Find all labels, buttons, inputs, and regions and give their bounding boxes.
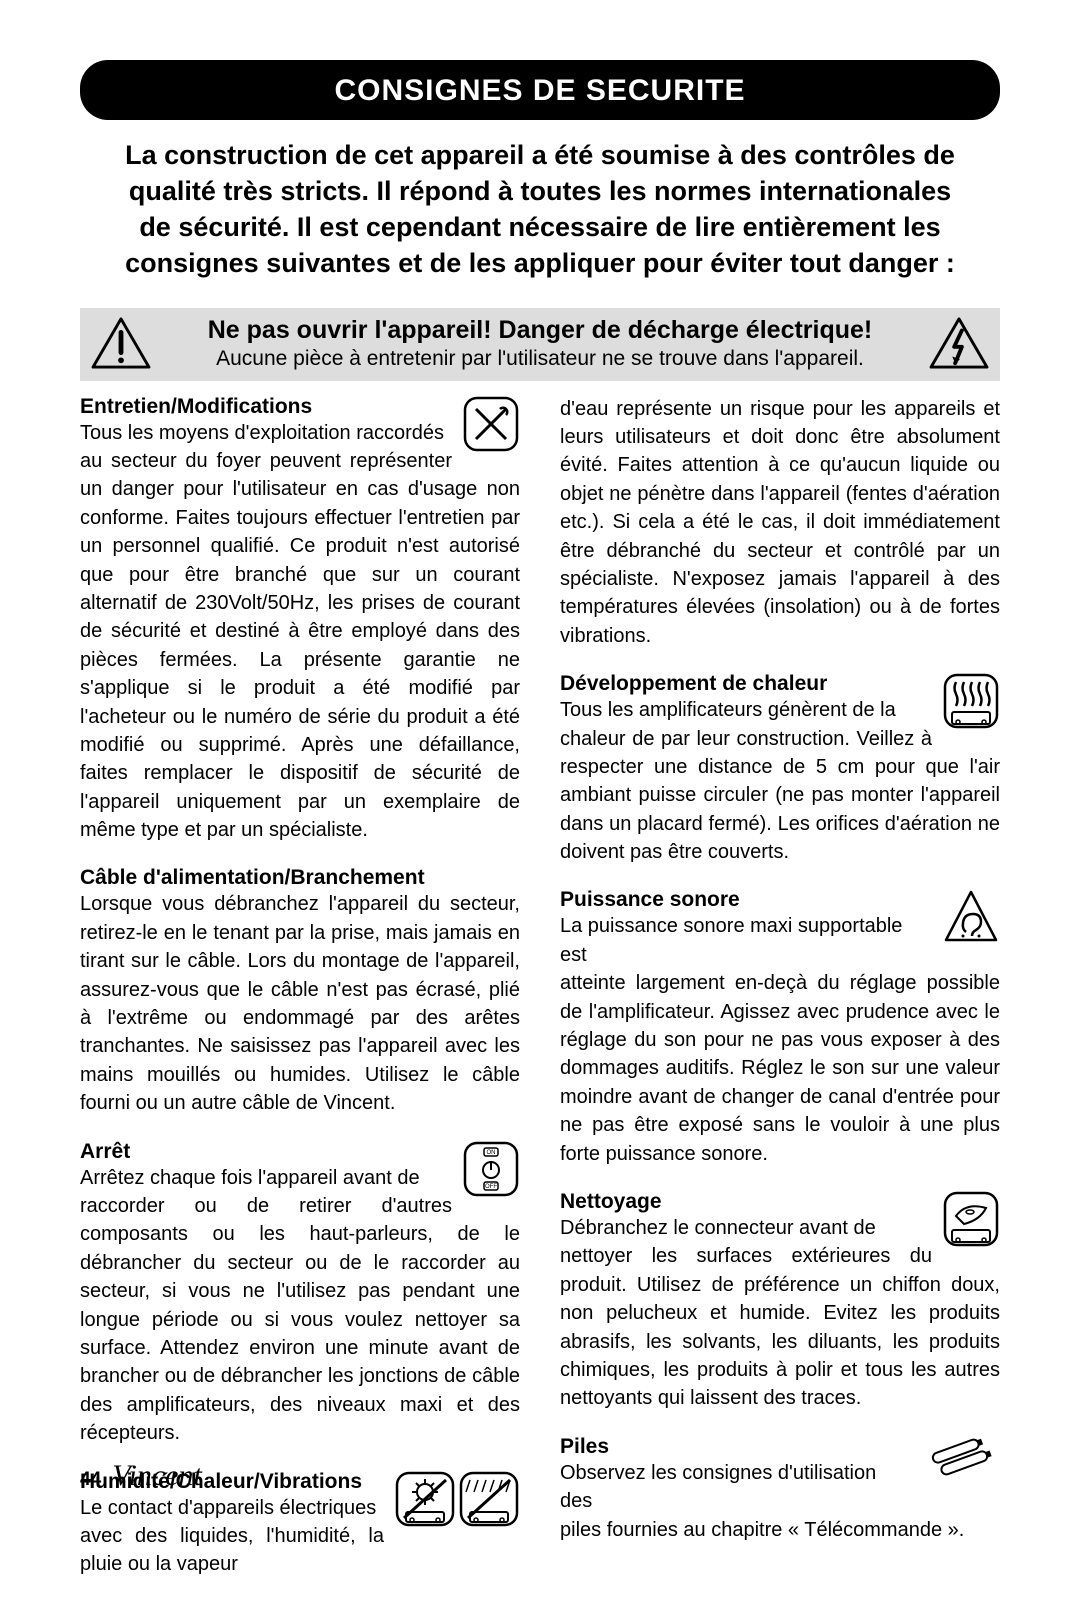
section-chaleur: Développement de chaleur Tous les amplif… [560,672,1000,866]
section-lead: Débranchez le connecteur avant de [560,1217,876,1239]
header-bar: CONSIGNES DE SECURITE [80,60,1000,120]
section-entretien: Entretien/Modifications Tous les moyens … [80,395,520,845]
cleaning-icon [942,1190,1000,1248]
heat-waves-icon [942,672,1000,730]
section-arret: ON OFF Arrêt Arrêtez chaque fois l'appare… [80,1140,520,1448]
section-piles: Piles Observez les consignes d'utilisati… [560,1435,1000,1544]
warning-text: Ne pas ouvrir l'appareil! Danger de déch… [152,316,928,371]
brand-logo: Vincent [112,1459,201,1492]
section-heading: Entretien/Modifications [80,395,312,418]
batteries-icon [920,1435,1000,1479]
section-continuation: d'eau représente un risque pour les appa… [560,395,1000,651]
section-body: au secteur du foyer peuvent représenter … [80,447,520,844]
section-heading: Arrêt [80,1140,130,1163]
section-heading: Câble d'alimentation/Branchement [80,866,425,889]
section-lead: Le contact d'appareils électriques [80,1497,376,1519]
no-sun-no-rain-icon [394,1470,520,1528]
ear-triangle-icon [942,888,1000,946]
svg-text:OFF: OFF [485,1184,497,1190]
section-body: atteinte largement en-deçà du réglage po… [560,969,1000,1168]
page: CONSIGNES DE SECURITE La construction de… [0,0,1080,1527]
warning-subtitle: Aucune pièce à entretenir par l'utilisat… [152,347,928,371]
section-lead: Observez les consignes d'utilisation des [560,1462,876,1512]
section-body: avec des liquides, l'humidité, la pluie … [80,1522,520,1579]
footer: 44 Vincent [80,1459,202,1493]
bolt-triangle-icon [928,316,990,370]
section-heading: Développement de chaleur [560,672,827,695]
section-heading: Nettoyage [560,1190,662,1213]
header-title: CONSIGNES DE SECURITE [334,74,745,107]
no-tools-icon [462,395,520,453]
warning-box: Ne pas ouvrir l'appareil! Danger de déch… [80,308,1000,381]
section-body: Lorsque vous débranchez l'appareil du se… [80,890,520,1117]
section-lead: Arrêtez chaque fois l'appareil avant de [80,1167,420,1189]
section-heading: Puissance sonore [560,888,740,911]
section-nettoyage: Nettoyage Débranchez le connecteur avant… [560,1190,1000,1413]
warning-title: Ne pas ouvrir l'appareil! Danger de déch… [152,316,928,345]
left-column: Entretien/Modifications Tous les moyens … [80,395,520,1601]
section-lead: Tous les amplificateurs génèrent de la [560,699,896,721]
columns: Entretien/Modifications Tous les moyens … [80,395,1000,1601]
right-column: d'eau représente un risque pour les appa… [560,395,1000,1601]
section-body: nettoyer les surfaces extérieures du pro… [560,1242,1000,1412]
section-puissance: Puissance sonore La puissance sonore max… [560,888,1000,1168]
section-heading: Piles [560,1435,609,1458]
section-body: d'eau représente un risque pour les appa… [560,395,1000,651]
section-body: chaleur de par leur construction. Veille… [560,725,1000,867]
section-body: raccorder ou de retirer d'autres composa… [80,1192,520,1448]
page-number: 44 [80,1469,101,1490]
section-lead: La puissance sonore maxi supportable est [560,915,902,965]
section-body: piles fournies au chapitre « Télécommand… [560,1516,1000,1544]
section-cable: Câble d'alimentation/Branchement Lorsque… [80,866,520,1117]
intro-paragraph: La construction de cet appareil a été so… [80,138,1000,300]
exclamation-triangle-icon [90,316,152,370]
section-lead: Tous les moyens d'exploitation raccordés [80,422,444,444]
svg-text:ON: ON [487,1150,496,1156]
on-off-icon: ON OFF [462,1140,520,1198]
